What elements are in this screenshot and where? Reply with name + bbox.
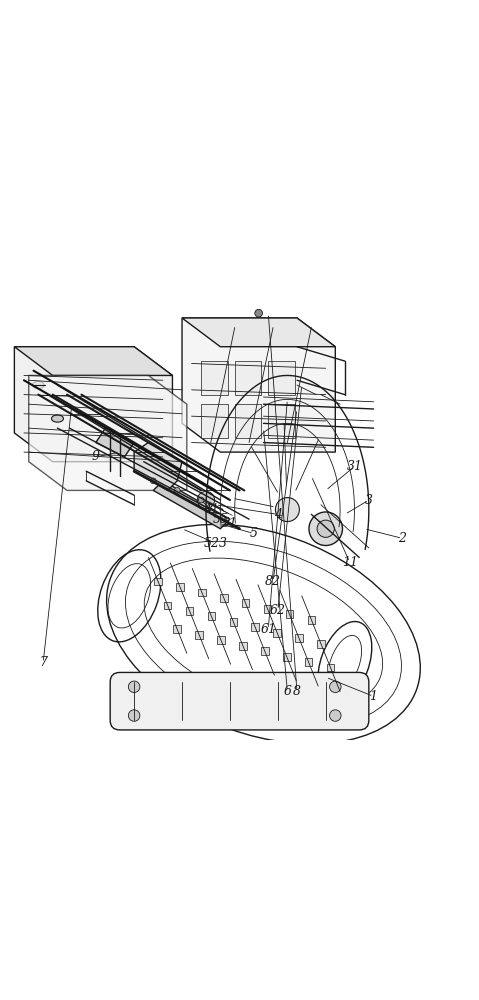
Bar: [217, 636, 225, 644]
Bar: [235, 404, 261, 438]
Circle shape: [197, 491, 215, 509]
Polygon shape: [96, 428, 134, 457]
Circle shape: [275, 498, 299, 522]
Polygon shape: [182, 318, 335, 347]
Text: 523: 523: [204, 537, 228, 550]
Bar: [173, 625, 181, 633]
Bar: [198, 589, 205, 596]
Circle shape: [317, 520, 334, 537]
Text: 41: 41: [203, 503, 219, 516]
Bar: [268, 361, 295, 395]
Bar: [235, 361, 261, 395]
Bar: [264, 605, 272, 613]
Circle shape: [330, 710, 341, 721]
Bar: [229, 618, 237, 626]
Bar: [154, 578, 162, 585]
Bar: [285, 610, 293, 618]
Bar: [251, 623, 259, 631]
Circle shape: [174, 488, 180, 493]
Text: 55: 55: [212, 513, 228, 526]
Text: 8: 8: [293, 685, 301, 698]
Bar: [268, 404, 295, 438]
Bar: [186, 607, 194, 615]
Text: 31: 31: [346, 460, 363, 473]
Polygon shape: [182, 318, 335, 452]
Circle shape: [255, 309, 262, 317]
Text: 6: 6: [284, 685, 291, 698]
Bar: [295, 634, 303, 642]
Bar: [220, 594, 228, 602]
Circle shape: [198, 497, 204, 503]
Bar: [283, 653, 291, 661]
Bar: [261, 647, 269, 655]
Bar: [207, 612, 215, 620]
Bar: [201, 404, 228, 438]
Text: 51: 51: [222, 517, 238, 530]
Bar: [201, 361, 228, 395]
Bar: [308, 616, 315, 624]
Bar: [239, 642, 247, 650]
Polygon shape: [14, 347, 172, 375]
FancyBboxPatch shape: [110, 672, 369, 730]
Bar: [195, 631, 203, 639]
Text: 11: 11: [342, 556, 358, 569]
Bar: [164, 602, 171, 609]
Polygon shape: [29, 375, 187, 490]
Text: 1: 1: [370, 690, 377, 703]
Text: 3: 3: [365, 493, 373, 506]
Text: 61: 61: [260, 623, 276, 636]
Bar: [242, 599, 250, 607]
Circle shape: [128, 681, 140, 693]
Bar: [176, 583, 184, 591]
Polygon shape: [134, 443, 182, 490]
Text: 5: 5: [250, 527, 258, 540]
Circle shape: [309, 512, 342, 546]
Ellipse shape: [33, 381, 44, 389]
Polygon shape: [14, 347, 172, 462]
Circle shape: [128, 710, 140, 721]
Bar: [327, 664, 334, 671]
Circle shape: [330, 681, 341, 693]
Bar: [305, 658, 312, 666]
Text: 2: 2: [399, 532, 406, 545]
Text: 4: 4: [274, 508, 282, 521]
Circle shape: [150, 478, 156, 484]
Ellipse shape: [52, 415, 63, 422]
Text: 7: 7: [39, 656, 47, 669]
Text: 62: 62: [270, 604, 286, 617]
Bar: [274, 629, 281, 637]
Text: 82: 82: [265, 575, 281, 588]
Bar: [317, 640, 325, 648]
Polygon shape: [153, 481, 230, 529]
Text: 9: 9: [92, 450, 100, 463]
